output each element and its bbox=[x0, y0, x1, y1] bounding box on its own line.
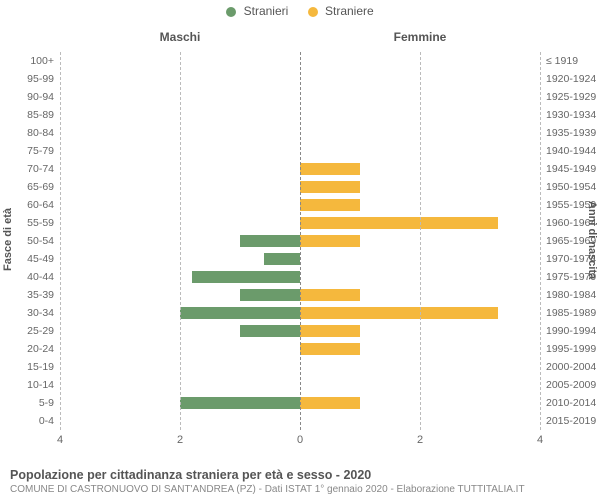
age-label: 95-99 bbox=[27, 70, 54, 88]
bar-female bbox=[300, 307, 498, 319]
age-label: 40-44 bbox=[27, 268, 54, 286]
bar-female bbox=[300, 181, 360, 193]
legend: Stranieri Straniere bbox=[0, 4, 600, 18]
bar-male bbox=[240, 235, 300, 247]
age-label: 90-94 bbox=[27, 88, 54, 106]
age-label: 75-79 bbox=[27, 142, 54, 160]
age-label: 50-54 bbox=[27, 232, 54, 250]
gridline bbox=[420, 52, 421, 430]
birth-label: 1935-1939 bbox=[546, 124, 596, 142]
bar-female bbox=[300, 397, 360, 409]
legend-label-female: Straniere bbox=[325, 4, 374, 18]
age-label: 70-74 bbox=[27, 160, 54, 178]
gridline bbox=[180, 52, 181, 430]
bar-male bbox=[192, 271, 300, 283]
age-label: 100+ bbox=[30, 52, 54, 70]
x-tick-label: 2 bbox=[177, 434, 183, 446]
bar-female bbox=[300, 235, 360, 247]
birth-label: 1995-1999 bbox=[546, 340, 596, 358]
age-label: 65-69 bbox=[27, 178, 54, 196]
bar-female bbox=[300, 163, 360, 175]
legend-item-male: Stranieri bbox=[226, 4, 288, 18]
column-header-left: Maschi bbox=[60, 30, 300, 48]
birth-label: 1925-1929 bbox=[546, 88, 596, 106]
age-label: 85-89 bbox=[27, 106, 54, 124]
legend-label-male: Stranieri bbox=[244, 4, 289, 18]
birth-label: 1985-1989 bbox=[546, 304, 596, 322]
y-axis-title-right: Anni di nascita bbox=[586, 180, 598, 300]
bar-female bbox=[300, 289, 360, 301]
birth-label: 2005-2009 bbox=[546, 376, 596, 394]
birth-label: 1945-1949 bbox=[546, 160, 596, 178]
bar-female bbox=[300, 199, 360, 211]
bar-male bbox=[264, 253, 300, 265]
age-label: 15-19 bbox=[27, 358, 54, 376]
bar-female bbox=[300, 325, 360, 337]
birth-label: ≤ 1919 bbox=[546, 52, 578, 70]
column-header-right: Femmine bbox=[300, 30, 540, 48]
legend-swatch-female bbox=[308, 7, 318, 17]
gridline bbox=[300, 52, 301, 430]
birth-label: 1940-1944 bbox=[546, 142, 596, 160]
age-label: 80-84 bbox=[27, 124, 54, 142]
age-label: 35-39 bbox=[27, 286, 54, 304]
caption-title: Popolazione per cittadinanza straniera p… bbox=[10, 467, 525, 483]
bar-female bbox=[300, 343, 360, 355]
gridline bbox=[540, 52, 541, 430]
age-label: 60-64 bbox=[27, 196, 54, 214]
gridline bbox=[60, 52, 61, 430]
x-tick-label: 4 bbox=[57, 434, 63, 446]
chart-container: Stranieri Straniere Maschi Femmine 100+ ≤… bbox=[0, 0, 600, 500]
birth-label: 2000-2004 bbox=[546, 358, 596, 376]
y-axis-title-left: Fasce di età bbox=[2, 180, 14, 300]
bar-male bbox=[240, 325, 300, 337]
age-label: 45-49 bbox=[27, 250, 54, 268]
age-label: 55-59 bbox=[27, 214, 54, 232]
plot-area: Maschi Femmine 100+≤ 191995-991920-19249… bbox=[60, 30, 540, 450]
bar-female bbox=[300, 217, 498, 229]
age-label: 30-34 bbox=[27, 304, 54, 322]
caption-subtitle: COMUNE DI CASTRONUOVO DI SANT'ANDREA (PZ… bbox=[10, 483, 525, 496]
legend-swatch-male bbox=[226, 7, 236, 17]
birth-label: 1990-1994 bbox=[546, 322, 596, 340]
birth-label: 1920-1924 bbox=[546, 70, 596, 88]
birth-label: 2010-2014 bbox=[546, 394, 596, 412]
birth-label: 1930-1934 bbox=[546, 106, 596, 124]
x-tick-label: 0 bbox=[297, 434, 303, 446]
bar-male bbox=[240, 289, 300, 301]
age-label: 20-24 bbox=[27, 340, 54, 358]
x-tick-label: 2 bbox=[417, 434, 423, 446]
birth-label: 2015-2019 bbox=[546, 412, 596, 430]
age-label: 5-9 bbox=[39, 394, 54, 412]
age-label: 10-14 bbox=[27, 376, 54, 394]
bar-male bbox=[180, 307, 300, 319]
legend-item-female: Straniere bbox=[308, 4, 374, 18]
caption: Popolazione per cittadinanza straniera p… bbox=[10, 467, 525, 496]
bar-male bbox=[180, 397, 300, 409]
age-label: 0-4 bbox=[39, 412, 54, 430]
x-tick-label: 4 bbox=[537, 434, 543, 446]
age-label: 25-29 bbox=[27, 322, 54, 340]
